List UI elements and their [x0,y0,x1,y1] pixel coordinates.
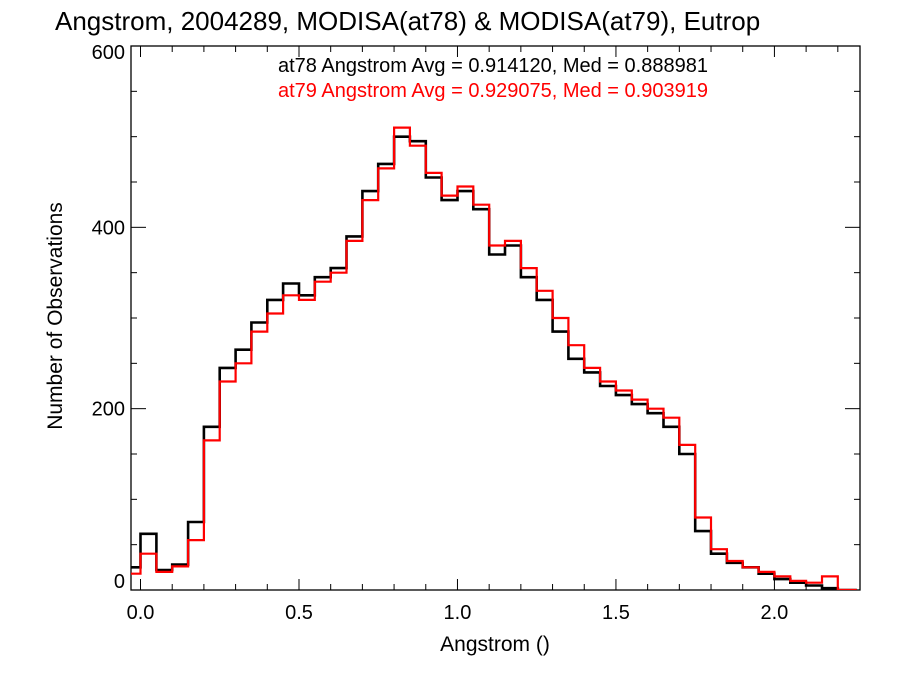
legend-entry-at79: at79 Angstrom Avg = 0.929075, Med = 0.90… [278,80,708,102]
chart-title: Angstrom, 2004289, MODISA(at78) & MODISA… [55,6,760,36]
y-tick-label: 0 [114,571,125,593]
y-tick-label: 600 [92,42,125,64]
y-axis-label: Number of Observations [44,202,67,430]
series-line-at79 [131,126,857,590]
x-tick-label: 1.5 [602,602,630,624]
y-tick-label: 400 [92,217,125,239]
axis-ticks [131,45,860,591]
plot-frame [130,45,861,591]
x-tick-label: 2.0 [761,602,789,624]
x-axis-label: Angstrom () [440,633,550,656]
plot-border [130,45,861,591]
legend-entry-at78: at78 Angstrom Avg = 0.914120, Med = 0.88… [278,55,708,77]
series-layer [131,126,857,590]
axis-tick-labels: 0.0 0.5 1.0 1.5 2.0 0 200 400 600 [92,42,789,624]
y-tick-label: 200 [92,399,125,421]
x-tick-label: 1.0 [444,602,472,624]
x-tick-label: 0.0 [127,602,155,624]
x-tick-label: 0.5 [285,602,313,624]
